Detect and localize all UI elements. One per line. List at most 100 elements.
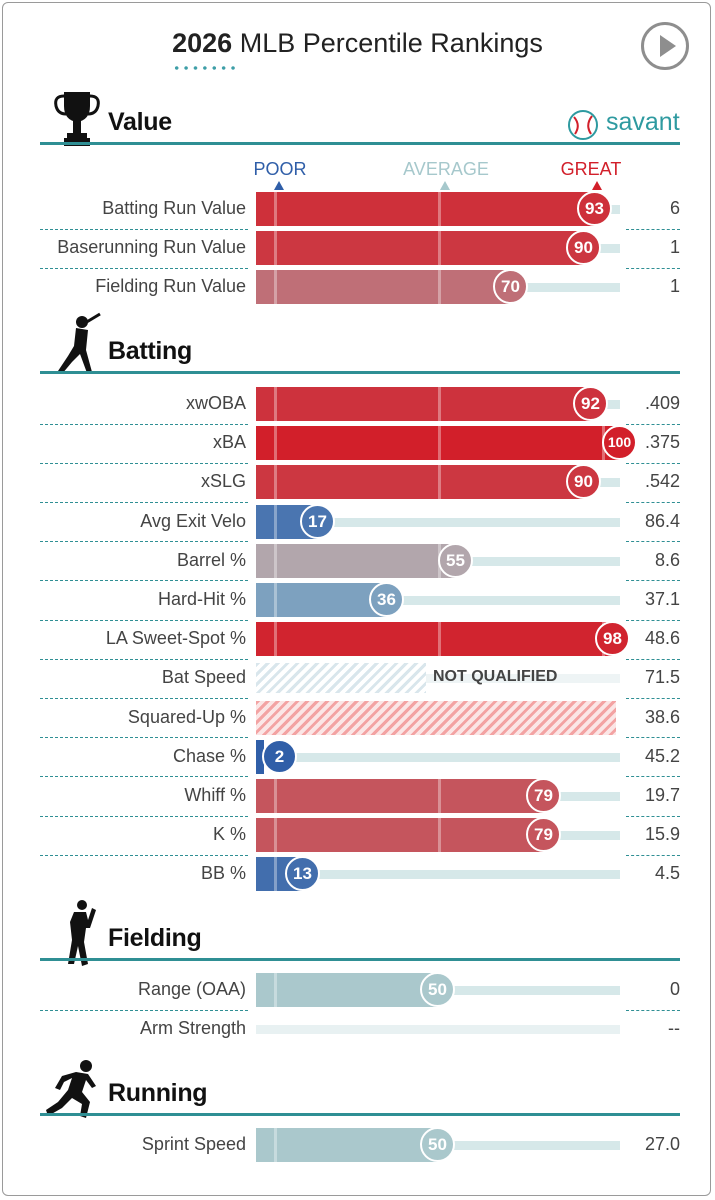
metric-track [256, 870, 620, 880]
title-year: 2026 [172, 28, 233, 58]
percentile-bar-hard-hit[interactable] [256, 583, 387, 617]
percentile-bar-chase[interactable] [256, 739, 264, 774]
percentile-bar-la-sweet-spot[interactable] [256, 622, 613, 657]
metric-label-xba: xBA [212, 432, 246, 453]
row-divider [626, 698, 680, 699]
percentile-bar-xwoba[interactable] [256, 387, 591, 421]
row-divider [40, 1009, 248, 1011]
row-divider [626, 776, 680, 778]
scale-label-poor: POOR [253, 159, 307, 179]
row-divider [40, 698, 248, 699]
metric-label-sprint-speed: Sprint Speed [141, 1134, 246, 1154]
row-divider [626, 502, 680, 503]
percentile-bubble-avg-exit-velo: 17 [300, 503, 335, 539]
play-button[interactable] [641, 22, 689, 70]
metric-value-k: 15.9 [644, 824, 680, 845]
scale-arrow-average [440, 181, 450, 190]
percentile-bubble-barrel: 55 [438, 542, 473, 578]
bar-reference-tick [274, 270, 277, 305]
title-text: MLB Percentile Rankings [239, 28, 543, 58]
row-divider [626, 737, 680, 739]
row-divider [40, 502, 248, 503]
bar-reference-tick [274, 387, 277, 421]
percentile-bar-k[interactable] [256, 818, 544, 853]
metric-value-xba: .375 [644, 432, 680, 453]
metric-label-arm-strength: Arm Strength [139, 1018, 246, 1039]
row-divider [40, 854, 248, 856]
row-divider [626, 619, 680, 621]
metric-value-sprint-speed: 27.0 [644, 1134, 680, 1154]
metric-value-range-oaa: 0 [669, 979, 680, 999]
section-divider-value [40, 142, 680, 145]
percentile-bar-xslg[interactable] [256, 465, 584, 500]
metric-label-range-oaa: Range (OAA) [137, 979, 246, 999]
bar-reference-tick [438, 779, 441, 813]
hatched-bar-squared-up [256, 700, 616, 735]
percentile-bubble-xslg: 90 [566, 464, 601, 500]
metric-value-batting-run-value: 6 [669, 198, 680, 218]
metric-track [256, 752, 620, 762]
row-divider [40, 541, 248, 543]
row-divider [40, 815, 248, 817]
metric-label-baserunning-run-value: Baserunning Run Value [57, 237, 246, 258]
metric-track [256, 596, 620, 605]
percentile-bar-barrel[interactable] [256, 543, 456, 578]
metric-track [256, 517, 620, 527]
bar-reference-tick [274, 1128, 277, 1162]
row-divider [40, 228, 248, 230]
bar-reference-tick [274, 818, 277, 853]
metric-value-la-sweet-spot: 48.6 [644, 628, 680, 649]
percentile-bar-sprint-speed[interactable] [256, 1128, 438, 1162]
row-divider [626, 228, 680, 230]
row-divider [626, 580, 680, 582]
row-divider [626, 267, 680, 269]
scale-label-great: GREAT [560, 159, 622, 179]
savant-wordmark: savant [606, 108, 680, 136]
metric-value-avg-exit-velo: 86.4 [644, 510, 680, 531]
metric-label-batting-run-value: Batting Run Value [102, 198, 246, 218]
bar-reference-tick [438, 426, 441, 461]
section-title-fielding: Fielding [108, 924, 202, 952]
metric-value-arm-strength: -- [668, 1018, 680, 1039]
scale-label-average: AVERAGE [403, 159, 489, 179]
row-divider [40, 462, 248, 464]
percentile-bubble-la-sweet-spot: 98 [595, 621, 630, 657]
title-underline [172, 66, 238, 70]
percentile-bar-batting-run-value[interactable] [256, 192, 595, 226]
row-divider [626, 541, 680, 543]
percentile-bubble-range-oaa: 50 [420, 972, 455, 1007]
percentile-bar-xba[interactable] [256, 426, 620, 461]
percentile-bar-baserunning-run-value[interactable] [256, 231, 584, 266]
section-title-value: Value [108, 108, 172, 136]
not-qualified-label: NOT QUALIFIED [433, 668, 558, 686]
bar-reference-tick [274, 973, 277, 1007]
metric-label-bat-speed: Bat Speed [161, 667, 246, 688]
percentile-bubble-chase: 2 [262, 738, 297, 774]
page-title: 2026 MLB Percentile Rankings [0, 28, 715, 59]
bar-reference-tick [438, 465, 441, 500]
percentile-bubble-baserunning-run-value: 90 [566, 230, 601, 266]
section-divider-batting [40, 371, 680, 374]
bar-reference-tick [274, 857, 277, 892]
bar-reference-tick [274, 231, 277, 266]
percentile-bar-whiff[interactable] [256, 779, 544, 813]
bar-reference-tick [274, 426, 277, 461]
percentile-bubble-fielding-run-value: 70 [493, 269, 528, 305]
bar-reference-tick [438, 192, 441, 226]
bar-reference-tick [274, 622, 277, 657]
metric-label-hard-hit: Hard-Hit % [157, 589, 246, 609]
play-icon [660, 35, 676, 57]
bar-reference-tick [438, 231, 441, 266]
percentile-bar-fielding-run-value[interactable] [256, 270, 511, 305]
not-qualified-bar [256, 663, 426, 694]
metric-value-fielding-run-value: 1 [669, 276, 680, 297]
percentile-bubble-sprint-speed: 50 [420, 1127, 455, 1162]
savant-logo[interactable]: savant [566, 108, 686, 140]
metric-value-baserunning-run-value: 1 [669, 237, 680, 258]
bar-reference-tick [274, 192, 277, 226]
percentile-bar-range-oaa[interactable] [256, 973, 438, 1007]
section-divider-running [40, 1113, 680, 1116]
metric-value-whiff: 19.7 [644, 785, 680, 805]
metric-label-xslg: xSLG [200, 471, 246, 492]
bar-reference-tick [274, 543, 277, 578]
